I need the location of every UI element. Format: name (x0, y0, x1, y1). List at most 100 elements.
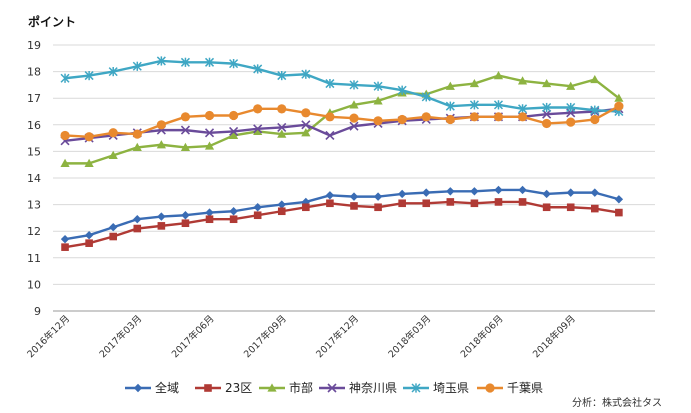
data-point (229, 126, 239, 137)
data-point (422, 188, 431, 197)
legend: 全域 23区 市部 神奈川県 埼玉県 千葉県 (125, 380, 543, 395)
data-point (133, 224, 142, 233)
data-point (325, 78, 335, 89)
series-line (65, 74, 620, 165)
data-point (108, 150, 118, 159)
data-point (85, 239, 93, 247)
y-axis-title: ポイント (28, 14, 76, 29)
data-point (566, 81, 576, 90)
data-point (156, 56, 166, 66)
data-point (542, 189, 551, 199)
data-point (108, 128, 118, 138)
data-point (204, 57, 215, 67)
y-tick-label: 16 (27, 119, 41, 132)
data-point (277, 70, 287, 81)
data-point (494, 198, 503, 206)
data-point (60, 234, 70, 244)
data-point (542, 102, 552, 113)
y-tick-label: 14 (27, 172, 41, 185)
data-point (445, 81, 455, 90)
data-point (180, 142, 191, 152)
data-point (590, 74, 600, 84)
data-point (325, 191, 335, 200)
data-point (517, 112, 528, 122)
data-point (542, 109, 552, 119)
data-point (325, 130, 335, 141)
data-point (373, 96, 383, 105)
data-point (229, 110, 239, 121)
data-point (253, 203, 262, 212)
data-point (157, 212, 166, 221)
data-point (397, 85, 407, 95)
data-point (229, 215, 238, 224)
x-tick-label: 2018年09月 (530, 313, 578, 361)
data-point (301, 120, 311, 130)
series-line (64, 188, 620, 241)
data-point (301, 108, 311, 118)
data-point (493, 112, 504, 122)
data-point (566, 188, 575, 197)
data-point (349, 80, 359, 90)
data-point (277, 207, 286, 216)
data-point (397, 189, 407, 199)
data-point (469, 100, 479, 110)
data-point (132, 129, 142, 139)
data-point (446, 187, 455, 196)
data-point (132, 142, 142, 152)
data-point (445, 101, 455, 111)
legend-marker (204, 384, 212, 392)
data-point (108, 67, 118, 77)
legend-marker (411, 383, 421, 393)
data-point (615, 208, 623, 217)
data-point (349, 121, 359, 131)
y-tick-label: 11 (27, 252, 41, 265)
legend-marker (485, 383, 495, 393)
data-point (253, 126, 263, 136)
data-point (205, 208, 214, 217)
data-point (156, 140, 166, 149)
data-point (181, 211, 190, 220)
series-2 (61, 198, 623, 251)
data-point (325, 112, 335, 122)
y-tick-label: 9 (34, 305, 41, 318)
data-point (253, 124, 263, 134)
data-point (373, 116, 383, 126)
legend-label: 千葉県 (507, 381, 543, 395)
data-point (60, 158, 70, 167)
data-point (277, 129, 287, 138)
series-line (64, 59, 619, 113)
data-point (204, 110, 215, 121)
data-point (349, 100, 359, 109)
data-point (132, 61, 142, 71)
data-point (614, 101, 624, 111)
series-5 (60, 56, 624, 117)
series-3 (60, 70, 624, 167)
data-point (373, 192, 383, 201)
y-tick-label: 10 (27, 278, 41, 291)
data-point (302, 203, 310, 212)
data-point (566, 203, 575, 212)
data-point (350, 202, 358, 210)
data-point (204, 141, 215, 150)
data-point (156, 120, 166, 130)
legend-item: 埼玉県 (403, 381, 469, 395)
data-point (518, 185, 527, 195)
data-point (374, 203, 382, 212)
data-point (542, 78, 552, 88)
legend-item: 神奈川県 (319, 381, 397, 395)
series-6 (60, 101, 624, 142)
data-point (84, 230, 94, 240)
data-point (181, 219, 190, 228)
data-point (421, 112, 431, 122)
data-point (180, 112, 191, 122)
x-tick-label: 2017年03月 (97, 313, 145, 361)
data-point (84, 132, 94, 142)
x-tick-label: 2018年03月 (386, 313, 434, 361)
data-point (493, 70, 504, 80)
data-point (180, 125, 191, 135)
legend-item: 千葉県 (477, 381, 543, 395)
legend-item: 市部 (259, 380, 313, 395)
series-line (64, 200, 620, 249)
data-point (301, 69, 311, 79)
